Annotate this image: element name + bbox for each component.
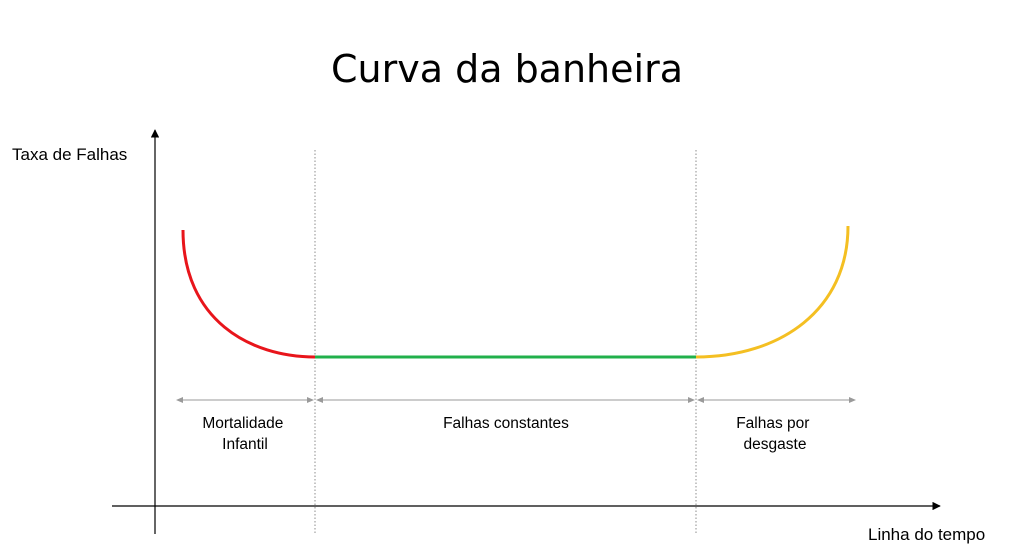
phase-label-infant-line1: Mortalidade — [202, 415, 283, 432]
y-axis-label: Taxa de Falhas — [12, 145, 127, 164]
phase-label-constant-failures: Falhas constantes — [443, 415, 569, 432]
span-indicator-wearout — [697, 397, 856, 403]
phase-label-infant-line2: Infantil — [222, 436, 268, 453]
phase-label-constant-line1: Falhas constantes — [443, 415, 569, 432]
phase-label-wearout-line1: Falhas por — [736, 415, 809, 432]
x-axis-label: Linha do tempo — [868, 525, 985, 544]
phase-label-infant-mortality: Mortalidade Infantil — [202, 415, 287, 453]
wear-out-curve — [695, 225, 850, 359]
span-indicator-constant — [316, 397, 695, 403]
span-indicator-infant — [176, 397, 314, 403]
diagram-title: Curva da banheira — [331, 47, 683, 91]
phase-label-wear-out: Falhas por desgaste — [736, 415, 814, 453]
infant-mortality-curve — [181, 229, 316, 359]
phase-label-wearout-line2: desgaste — [744, 436, 807, 453]
